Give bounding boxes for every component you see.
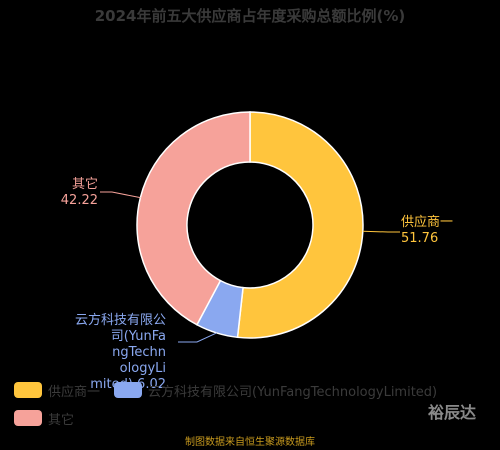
label-yunfang: 云方科技有限公司(YunFa ngTechn ologyLi mited) 6.02	[75, 312, 166, 392]
label-supplier-one: 供应商一 51.76	[401, 214, 453, 246]
chart-title: 2024年前五大供应商占年度采购总额比例(%)	[94, 7, 406, 25]
legend-item-yunfang[interactable]: 云方科技有限公司(YunFangTechnologyLimited)	[114, 381, 437, 400]
legend-item-supplier-one[interactable]: 供应商一	[14, 381, 100, 400]
watermark-logo: 裕辰达	[428, 403, 477, 422]
legend-item-others[interactable]: 其它	[14, 409, 74, 428]
legend-swatch-supplier-one	[14, 382, 42, 398]
legend-swatch-yunfang	[114, 382, 143, 398]
leader-line-3	[100, 191, 141, 199]
legend: 供应商一 云方科技有限公司(YunFangTechnologyLimited) …	[14, 379, 500, 435]
slice-supplier-one[interactable]	[236, 111, 364, 339]
leader-line-2	[178, 332, 217, 343]
legend-swatch-others	[14, 410, 42, 426]
source-note: 制图数据来自恒生聚源数据库	[185, 437, 315, 448]
label-others: 其它 42.22	[61, 176, 98, 208]
legend-label-supplier-one: 供应商一	[48, 384, 101, 400]
legend-label-others: 其它	[48, 412, 75, 428]
leader-line-1	[362, 230, 400, 233]
slice-others[interactable]	[136, 111, 251, 326]
legend-label-yunfang: 云方科技有限公司(YunFangTechnologyLimited)	[148, 384, 438, 400]
